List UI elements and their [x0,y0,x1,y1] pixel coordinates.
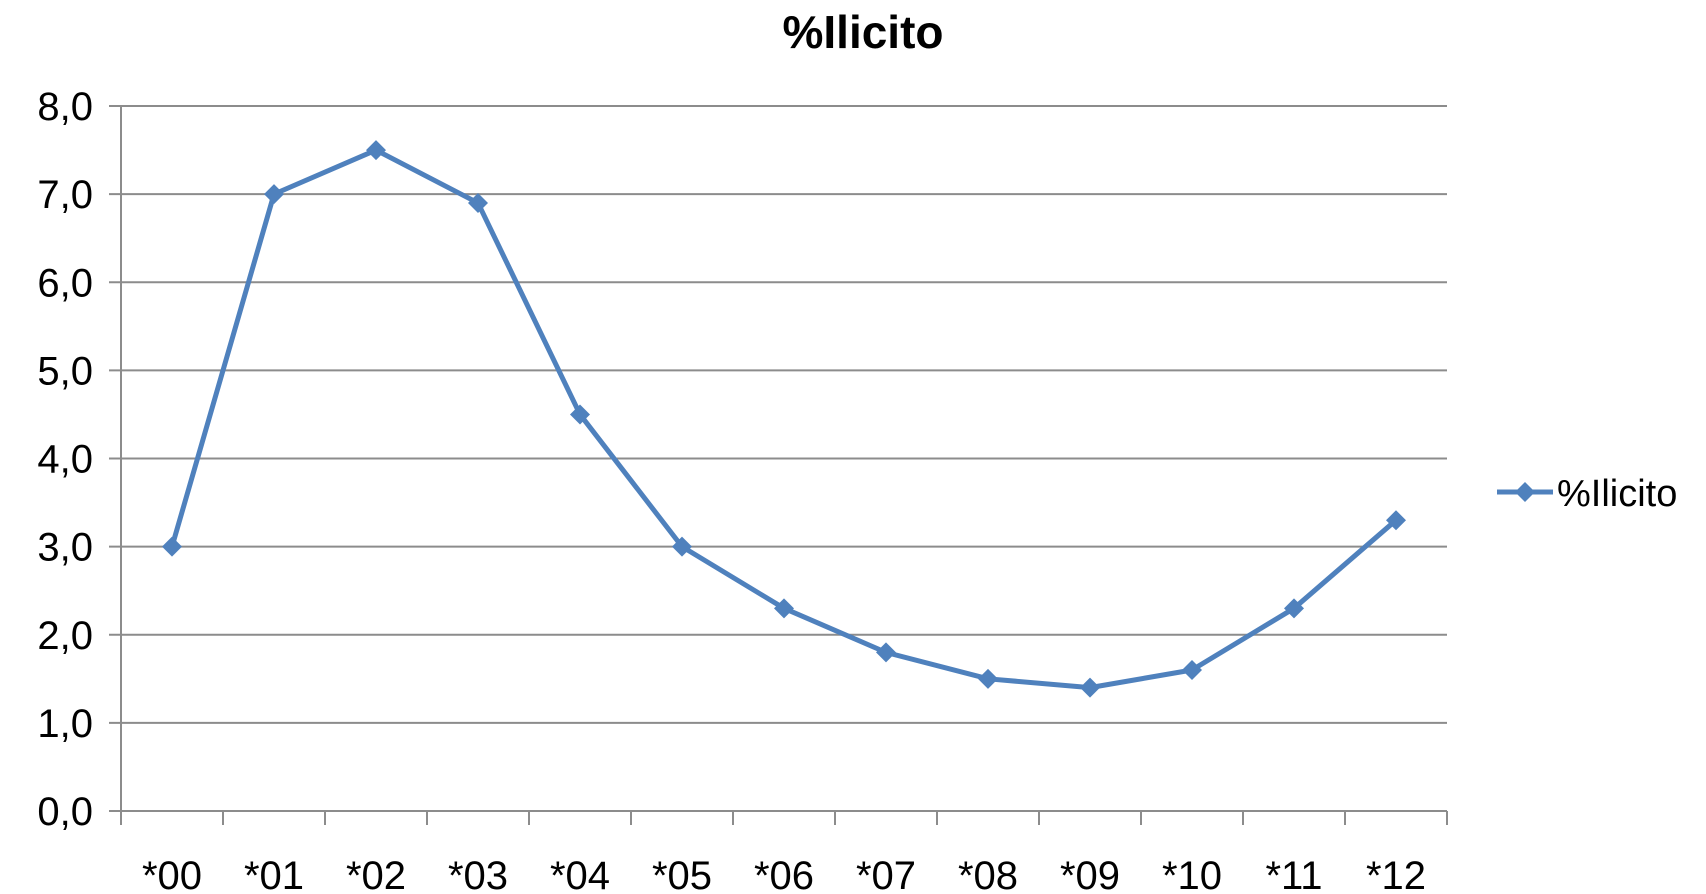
y-tick-label: 6,0 [37,261,93,305]
y-tick-label: 4,0 [37,438,93,482]
data-point [162,536,182,557]
x-tick-label: *11 [1265,854,1322,894]
y-tick-label: 7,0 [37,173,93,217]
x-tick-label: *12 [1366,854,1426,894]
chart-title: %Ilicito [782,6,943,58]
data-point [774,598,794,619]
gridlines [121,105,1447,724]
legend-marker-swatch [1515,482,1535,502]
y-tick-label: 0,0 [37,790,93,834]
data-point [366,140,386,161]
data-point [1386,510,1406,531]
data-point [1284,598,1304,619]
x-tick-label: *10 [1162,854,1222,894]
x-tick-label: *01 [244,854,304,894]
y-tick-label: 8,0 [37,85,93,129]
x-tick-label: *02 [346,854,406,894]
data-point [978,668,998,689]
x-tick-label: *00 [142,854,202,894]
x-tick-label: *06 [754,854,814,894]
data-point [1080,677,1100,698]
x-tick-label: *09 [1060,854,1120,894]
series-layer [162,140,1406,698]
data-point [468,192,488,213]
y-tick-label: 3,0 [37,526,93,570]
data-point [264,184,284,205]
x-axis-tick-labels: *00 *01 *02 *03 *04 *05 *06 *07 *08 *09 *10 *11 *12 [142,854,1426,894]
axes [109,105,1448,825]
legend: %Ilicito [1497,473,1677,515]
data-point [672,536,692,557]
y-tick-label: 1,0 [37,702,93,746]
x-tick-label: *07 [856,854,916,894]
y-axis-tick-labels: 0,0 1,0 2,0 3,0 4,0 5,0 6,0 7,0 8,0 [37,85,93,834]
data-point [570,404,590,425]
legend-label: %Ilicito [1557,473,1677,515]
data-point [1182,660,1202,680]
y-tick-label: 2,0 [37,614,93,658]
x-tick-label: *03 [448,854,508,894]
x-tick-label: *04 [550,854,610,894]
x-tick-label: *08 [958,854,1018,894]
x-tick-label: *05 [652,854,712,894]
y-tick-label: 5,0 [37,349,93,393]
data-point [876,642,896,663]
